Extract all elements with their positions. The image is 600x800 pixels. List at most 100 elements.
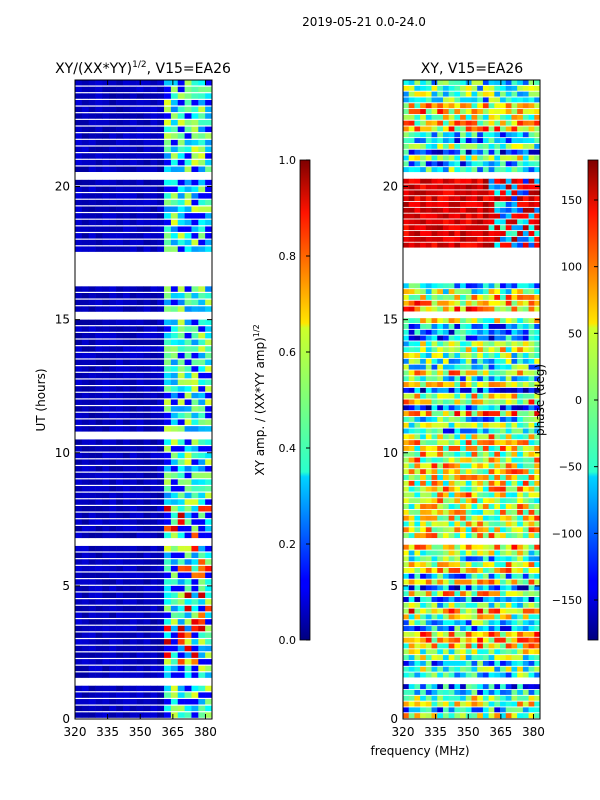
amp-cell <box>143 652 151 658</box>
amp-cell <box>122 512 131 519</box>
amp-cell <box>177 133 185 139</box>
phase-cell <box>488 620 495 626</box>
phase-cell <box>460 626 467 631</box>
phase-cell <box>534 701 541 707</box>
amp-cell <box>205 486 213 492</box>
amp-cell <box>170 459 179 465</box>
phase-cell <box>420 614 427 620</box>
amp-cell <box>88 153 96 159</box>
amp-cell <box>109 406 117 412</box>
phase-cell <box>425 463 432 469</box>
amp-cell <box>129 466 137 472</box>
amp-cell <box>150 612 158 618</box>
phase-cell <box>454 666 461 672</box>
phase-cell <box>442 103 449 109</box>
amp-cell <box>75 133 83 139</box>
amp-cell <box>157 406 165 412</box>
phase-cell <box>500 637 507 643</box>
phase-cell <box>403 579 410 585</box>
phase-cell <box>465 515 472 521</box>
phase-cell <box>420 689 427 695</box>
amp-cell <box>150 113 158 119</box>
amp-cell <box>116 612 124 618</box>
amp-cell <box>164 632 172 638</box>
phase-cell <box>494 428 501 434</box>
phase-cell <box>471 231 478 236</box>
amp-cell <box>164 106 172 113</box>
phase-cell <box>482 631 489 637</box>
phase-cell <box>488 120 495 126</box>
amp-cell <box>198 226 206 232</box>
amp-cell <box>170 532 179 539</box>
phase-cell <box>471 643 478 649</box>
phase-cell <box>505 353 512 358</box>
phase-cell <box>420 120 427 126</box>
phase-cell <box>494 597 501 602</box>
amp-cell <box>116 459 124 465</box>
amp-cell <box>102 399 110 405</box>
phase-cell <box>408 440 415 446</box>
amp-cell <box>109 579 117 585</box>
phase-cell <box>414 161 421 167</box>
phase-cell <box>408 411 415 417</box>
amp-cell <box>75 486 83 492</box>
amp-cell <box>143 665 151 672</box>
amp-cell <box>198 359 206 366</box>
amp-cell <box>184 246 192 252</box>
phase-cell <box>408 242 415 248</box>
phase-cell <box>482 91 489 97</box>
amp-cell <box>164 619 172 625</box>
amp-cell <box>177 213 185 219</box>
amp-cell <box>164 712 172 718</box>
phase-cell <box>454 370 461 376</box>
phase-cell <box>505 707 512 713</box>
phase-cell <box>482 626 489 631</box>
amp-cell <box>143 386 151 392</box>
phase-cell <box>431 567 438 573</box>
phase-cell <box>471 451 478 457</box>
amp-cell <box>191 226 199 232</box>
phase-cell <box>471 393 478 399</box>
phase-cell <box>528 167 535 173</box>
phase-cell <box>442 190 449 196</box>
amp-cell <box>157 226 165 232</box>
phase-cell <box>460 161 467 167</box>
amp-cell <box>164 379 172 385</box>
phase-cell <box>408 544 415 550</box>
phase-cell <box>505 475 512 480</box>
amp-cell <box>75 625 83 632</box>
phase-cell <box>471 149 478 155</box>
amp-cell <box>136 699 144 705</box>
amp-cell <box>150 659 158 665</box>
amp-cell <box>143 146 151 153</box>
amp-cell <box>170 579 179 585</box>
phase-cell <box>431 289 438 295</box>
amp-cell <box>122 639 131 645</box>
phase-cell <box>460 684 467 690</box>
phase-cell <box>477 347 484 353</box>
phase-cell <box>448 283 455 289</box>
phase-cell <box>482 550 489 556</box>
phase-cell <box>437 544 444 550</box>
amp-cell <box>198 652 206 658</box>
phase-cell <box>482 434 489 440</box>
phase-cell <box>482 689 489 695</box>
phase-cell <box>414 143 421 149</box>
phase-cell <box>494 422 501 428</box>
phase-cell <box>522 515 529 521</box>
amp-cell <box>157 572 165 579</box>
amp-cell <box>191 186 199 192</box>
amp-cell <box>102 206 110 212</box>
phase-cell <box>454 190 461 196</box>
phase-cell <box>500 643 507 649</box>
amp-cell <box>81 499 89 505</box>
amp-cell <box>191 113 199 119</box>
amp-cell <box>184 685 192 692</box>
phase-cell <box>420 591 427 597</box>
phase-cell <box>534 562 541 568</box>
amp-cell <box>116 299 124 306</box>
phase-cell <box>482 207 489 213</box>
amp-cell <box>81 379 89 385</box>
amp-cell <box>184 579 192 585</box>
phase-cell <box>494 515 501 521</box>
